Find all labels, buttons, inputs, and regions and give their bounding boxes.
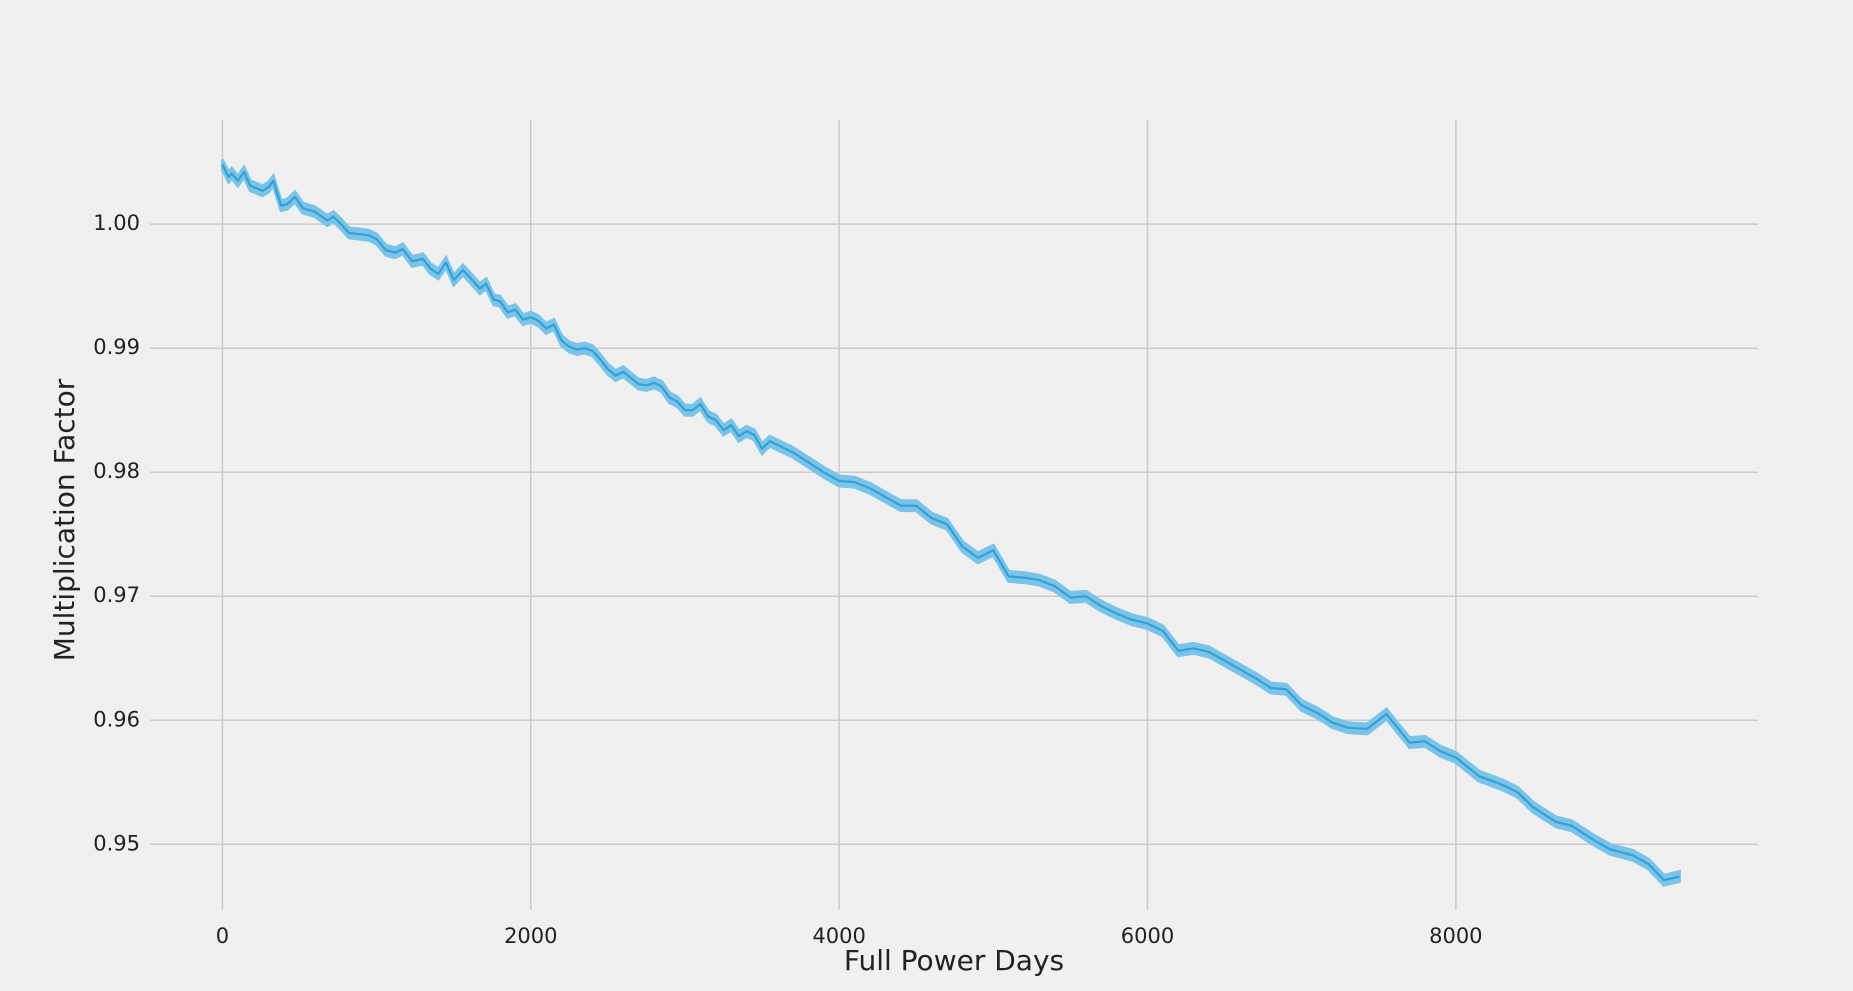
- y-tick-label: 1.00: [93, 211, 140, 235]
- x-axis-label: Full Power Days: [844, 944, 1064, 977]
- data-line: [221, 164, 1680, 882]
- y-tick-label: 0.97: [93, 583, 140, 607]
- x-tick-label: 4000: [812, 924, 865, 948]
- x-tick-label: 0: [216, 924, 229, 948]
- uncertainty-band: [220, 159, 1681, 887]
- y-tick-label: 0.96: [93, 707, 140, 731]
- y-tick-label: 0.98: [93, 459, 140, 483]
- x-tick-label: 8000: [1429, 924, 1482, 948]
- y-tick-label: 0.99: [93, 335, 140, 359]
- y-axis-label: Multiplication Factor: [48, 378, 81, 661]
- x-tick-label: 2000: [504, 924, 557, 948]
- y-tick-label: 0.95: [93, 831, 140, 855]
- x-tick-label: 6000: [1121, 924, 1174, 948]
